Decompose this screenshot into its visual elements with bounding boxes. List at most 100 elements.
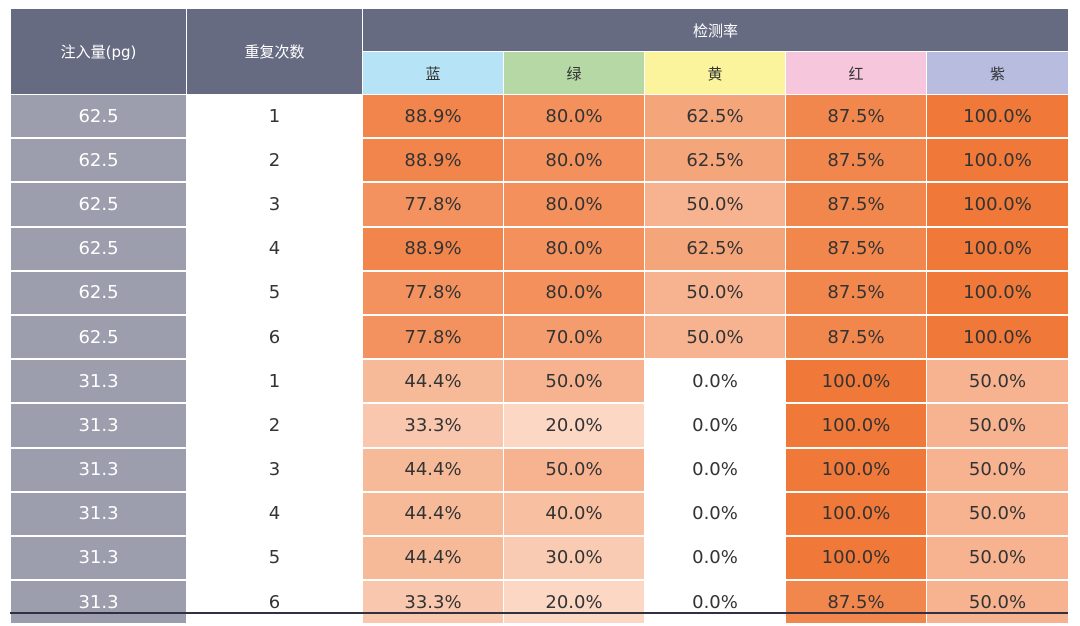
table-row: 31.3 5 44.4% 30.0% 0.0% 100.0% 50.0%	[10, 535, 1069, 581]
header-green: 绿	[503, 51, 645, 95]
cell-rate-yellow: 0.0%	[644, 402, 786, 449]
cell-replicate: 2	[186, 402, 363, 449]
cell-replicate: 6	[186, 314, 363, 360]
cell-replicate: 2	[186, 137, 363, 183]
cell-rate-red: 100.0%	[785, 402, 927, 449]
cell-rate-purple: 100.0%	[926, 94, 1069, 139]
cell-injection: 31.3	[10, 535, 187, 581]
cell-rate-blue: 44.4%	[362, 358, 504, 404]
cell-rate-green: 80.0%	[503, 137, 645, 183]
header-detection-rate: 检测率	[362, 8, 1069, 52]
cell-replicate: 3	[186, 181, 363, 228]
cell-rate-yellow: 0.0%	[644, 446, 786, 493]
cell-rate-blue: 44.4%	[362, 535, 504, 581]
cell-injection: 31.3	[10, 358, 187, 404]
cell-rate-green: 80.0%	[503, 181, 645, 228]
cell-injection: 31.3	[10, 491, 187, 537]
cell-replicate: 6	[186, 579, 363, 625]
cell-rate-yellow: 0.0%	[644, 358, 786, 404]
cell-injection: 62.5	[10, 94, 187, 139]
cell-rate-red: 100.0%	[785, 535, 927, 581]
cell-replicate: 5	[186, 270, 363, 316]
cell-injection: 62.5	[10, 314, 187, 360]
header-purple: 紫	[926, 51, 1069, 95]
cell-rate-red: 87.5%	[785, 94, 927, 139]
header-blue: 蓝	[362, 51, 504, 95]
cell-rate-green: 80.0%	[503, 270, 645, 316]
table-row: 31.3 6 33.3% 20.0% 0.0% 87.5% 50.0%	[10, 579, 1069, 625]
cell-rate-red: 87.5%	[785, 137, 927, 183]
table-row: 62.5 5 77.8% 80.0% 50.0% 87.5% 100.0%	[10, 270, 1069, 316]
cell-rate-green: 50.0%	[503, 446, 645, 493]
cell-injection: 62.5	[10, 270, 187, 316]
table-row: 31.3 4 44.4% 40.0% 0.0% 100.0% 50.0%	[10, 491, 1069, 537]
cell-rate-yellow: 0.0%	[644, 491, 786, 537]
cell-rate-yellow: 0.0%	[644, 535, 786, 581]
cell-rate-purple: 100.0%	[926, 226, 1069, 272]
cell-injection: 31.3	[10, 446, 187, 493]
header-replicate: 重复次数	[186, 8, 363, 95]
cell-rate-blue: 44.4%	[362, 446, 504, 493]
cell-rate-green: 50.0%	[503, 358, 645, 404]
cell-rate-blue: 77.8%	[362, 181, 504, 228]
cell-rate-yellow: 50.0%	[644, 314, 786, 360]
cell-injection: 31.3	[10, 579, 187, 625]
cell-rate-red: 100.0%	[785, 446, 927, 493]
table-row: 31.3 2 33.3% 20.0% 0.0% 100.0% 50.0%	[10, 402, 1069, 449]
cell-rate-yellow: 50.0%	[644, 181, 786, 228]
cell-rate-purple: 100.0%	[926, 181, 1069, 228]
table-row: 62.5 4 88.9% 80.0% 62.5% 87.5% 100.0%	[10, 226, 1069, 272]
cell-rate-green: 30.0%	[503, 535, 645, 581]
table-body: 62.5 1 88.9% 80.0% 62.5% 87.5% 100.0% 62.5 2 88.9…	[10, 94, 1069, 625]
cell-rate-purple: 50.0%	[926, 579, 1069, 625]
cell-replicate: 3	[186, 446, 363, 493]
cell-replicate: 4	[186, 226, 363, 272]
cell-rate-red: 87.5%	[785, 314, 927, 360]
cell-rate-red: 87.5%	[785, 226, 927, 272]
cell-rate-purple: 50.0%	[926, 446, 1069, 493]
cell-rate-blue: 88.9%	[362, 226, 504, 272]
table-row: 31.3 1 44.4% 50.0% 0.0% 100.0% 50.0%	[10, 358, 1069, 404]
cell-rate-green: 20.0%	[503, 579, 645, 625]
cell-rate-yellow: 62.5%	[644, 226, 786, 272]
cell-rate-blue: 44.4%	[362, 491, 504, 537]
cell-rate-yellow: 50.0%	[644, 270, 786, 316]
cell-rate-red: 87.5%	[785, 270, 927, 316]
table-row: 31.3 3 44.4% 50.0% 0.0% 100.0% 50.0%	[10, 446, 1069, 493]
table-row: 62.5 6 77.8% 70.0% 50.0% 87.5% 100.0%	[10, 314, 1069, 360]
cell-rate-green: 80.0%	[503, 94, 645, 139]
cell-rate-green: 70.0%	[503, 314, 645, 360]
cell-rate-green: 20.0%	[503, 402, 645, 449]
cell-rate-purple: 100.0%	[926, 314, 1069, 360]
cell-rate-yellow: 62.5%	[644, 94, 786, 139]
cell-rate-blue: 77.8%	[362, 314, 504, 360]
table-bottom-rule	[10, 612, 1068, 614]
cell-rate-yellow: 0.0%	[644, 579, 786, 625]
cell-rate-blue: 33.3%	[362, 402, 504, 449]
cell-replicate: 1	[186, 94, 363, 139]
cell-rate-purple: 100.0%	[926, 137, 1069, 183]
cell-rate-blue: 88.9%	[362, 137, 504, 183]
cell-rate-yellow: 62.5%	[644, 137, 786, 183]
cell-rate-purple: 50.0%	[926, 358, 1069, 404]
table-row: 62.5 1 88.9% 80.0% 62.5% 87.5% 100.0%	[10, 94, 1069, 139]
cell-replicate: 5	[186, 535, 363, 581]
cell-injection: 62.5	[10, 181, 187, 228]
cell-rate-red: 87.5%	[785, 579, 927, 625]
table-row: 62.5 3 77.8% 80.0% 50.0% 87.5% 100.0%	[10, 181, 1069, 228]
detection-rate-table: 注入量(pg) 重复次数 检测率 蓝 绿 黄 红 紫 62.5 1 88.9% 80.…	[10, 8, 1069, 625]
header-red: 红	[785, 51, 927, 95]
header-yellow: 黄	[644, 51, 786, 95]
cell-rate-red: 100.0%	[785, 491, 927, 537]
cell-rate-purple: 50.0%	[926, 491, 1069, 537]
cell-rate-red: 87.5%	[785, 181, 927, 228]
cell-rate-purple: 50.0%	[926, 535, 1069, 581]
cell-rate-purple: 100.0%	[926, 270, 1069, 316]
header-injection: 注入量(pg)	[10, 8, 187, 95]
cell-rate-blue: 88.9%	[362, 94, 504, 139]
cell-rate-red: 100.0%	[785, 358, 927, 404]
table-row: 62.5 2 88.9% 80.0% 62.5% 87.5% 100.0%	[10, 137, 1069, 183]
cell-rate-green: 80.0%	[503, 226, 645, 272]
cell-rate-purple: 50.0%	[926, 402, 1069, 449]
cell-injection: 31.3	[10, 402, 187, 449]
